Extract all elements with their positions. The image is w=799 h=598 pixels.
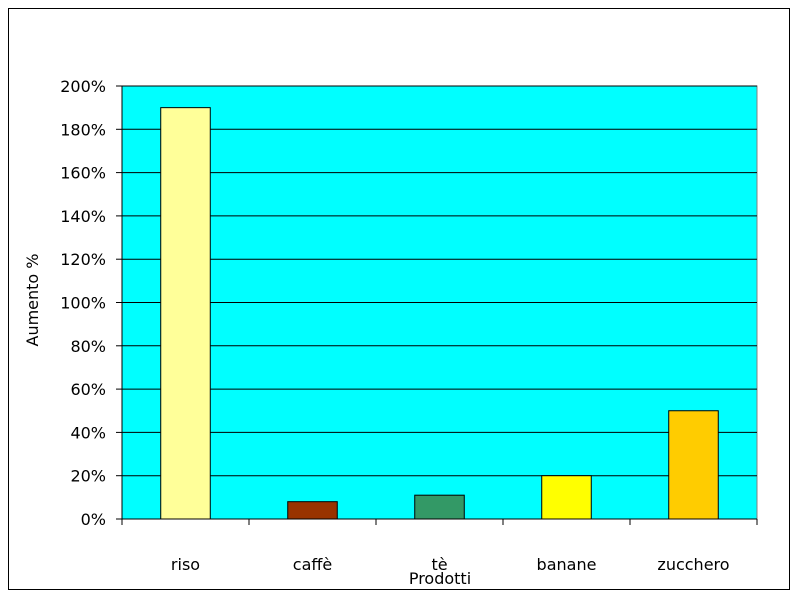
y-tick-label: 40% [70,423,106,442]
x-tick-label: riso [171,555,200,574]
bar-tè [414,494,465,520]
y-axis-title: Aumento % [23,253,42,346]
x-tick-label: zucchero [657,555,729,574]
x-tick-label: tè [431,555,447,574]
y-tick-label: 20% [70,467,106,486]
y-tick-label: 200% [60,77,106,96]
x-axis-title: Prodotti [409,569,471,588]
y-tick-label: 140% [60,207,106,226]
y-tick-label: 0% [81,510,106,529]
bar-riso [160,107,211,520]
y-axis: 0% 20% 40% 60% 80% 100% 120% 140% 160% 180% 200% [60,77,123,529]
bar-caffè [287,501,338,520]
bar-banane [541,475,592,520]
y-tick-label: 120% [60,250,106,269]
y-tick-label: 100% [60,294,106,313]
y-tick-label: 160% [60,164,106,183]
y-tick-label: 180% [60,120,106,139]
y-tick-label: 60% [70,380,106,399]
x-axis: riso caffè tè banane zucchero [121,518,758,574]
x-tick-label: banane [537,555,597,574]
bar-zucchero [668,410,719,520]
grid-lines [122,85,757,477]
bars [160,107,719,520]
y-tick-label: 80% [70,337,106,356]
x-tick-label: caffè [293,555,332,574]
